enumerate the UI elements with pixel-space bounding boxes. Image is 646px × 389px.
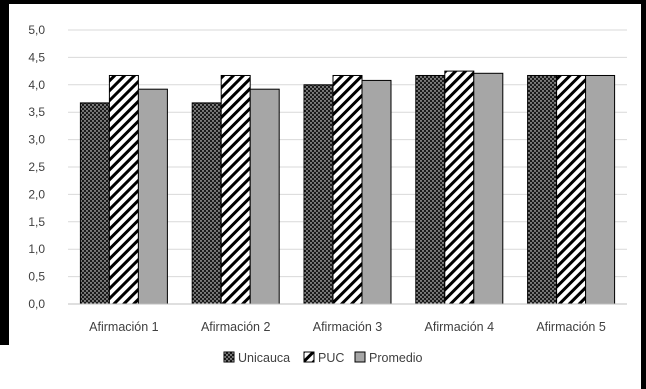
legend-label-promedio: Promedio <box>369 351 423 365</box>
bar-puc-afirmacion-4 <box>444 70 475 305</box>
bar-promedio-afirmacion-4 <box>473 72 504 305</box>
y-tick-label: 0,5 <box>28 270 45 284</box>
x-category-label: Afirmación 5 <box>536 320 606 334</box>
bar-promedio-afirmacion-3 <box>361 79 392 305</box>
frame-gap <box>0 345 9 389</box>
bar-promedio-afirmacion-2 <box>249 88 280 305</box>
y-tick-label: 2,0 <box>28 187 45 201</box>
x-category-label: Afirmación 2 <box>201 320 271 334</box>
x-category-label: Afirmación 1 <box>89 320 159 334</box>
y-tick-label: 4,0 <box>28 78 45 92</box>
y-tick-label: 4,5 <box>28 50 45 64</box>
x-category-label: Afirmación 4 <box>425 320 495 334</box>
legend-label-unicauca: Unicauca <box>238 351 290 365</box>
bar-unicauca-afirmacion-1 <box>79 102 110 305</box>
bar-unicauca-afirmacion-2 <box>191 102 222 305</box>
legend-swatch-puc <box>303 351 315 363</box>
y-tick-label: 2,5 <box>28 160 45 174</box>
y-tick-label: 3,0 <box>28 133 45 147</box>
legend-label-puc: PUC <box>318 351 344 365</box>
x-axis-category-labels: Afirmación 1 Afirmación 2 Afirmación 3 Afir… <box>89 320 606 334</box>
y-axis-tick-labels: 0,0 0,5 1,0 1,5 2,0 2,5 3,0 3,5 4,0 4,5 5,0 <box>28 23 45 311</box>
bar-unicauca-afirmacion-4 <box>415 74 446 305</box>
x-category-label: Afirmación 3 <box>313 320 383 334</box>
bar-unicauca-afirmacion-5 <box>527 74 558 305</box>
legend-swatch-unicauca <box>223 351 235 363</box>
y-tick-label: 0,0 <box>28 297 45 311</box>
bar-unicauca-afirmacion-3 <box>303 84 334 305</box>
bar-puc-afirmacion-5 <box>556 74 587 305</box>
y-tick-label: 1,5 <box>28 215 45 229</box>
y-tick-label: 1,0 <box>28 242 45 256</box>
y-tick-label: 3,5 <box>28 105 45 119</box>
legend-swatch-promedio <box>354 351 366 363</box>
bar-puc-afirmacion-3 <box>332 74 363 305</box>
bar-puc-afirmacion-2 <box>220 74 251 305</box>
bar-promedio-afirmacion-1 <box>137 88 168 305</box>
legend: Unicauca PUC Promedio <box>223 351 423 365</box>
bars <box>79 70 616 305</box>
y-tick-label: 5,0 <box>28 23 45 37</box>
bar-puc-afirmacion-1 <box>108 74 139 305</box>
bar-promedio-afirmacion-5 <box>585 74 616 305</box>
